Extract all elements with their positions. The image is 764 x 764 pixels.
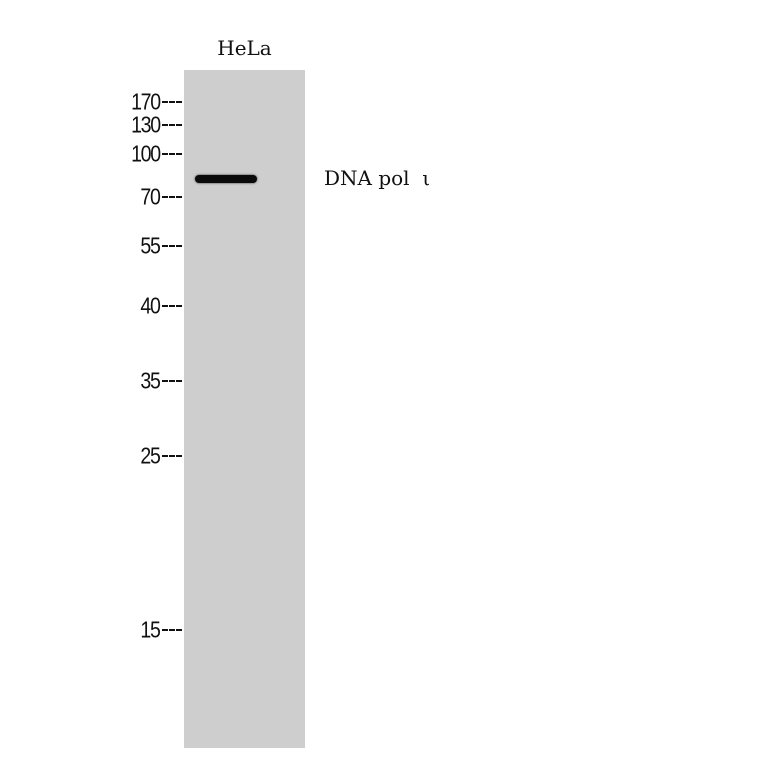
marker-label: 100 <box>131 140 161 167</box>
marker-tick <box>162 629 182 631</box>
marker-label: 130 <box>131 111 161 138</box>
marker-tick <box>162 245 182 247</box>
marker-tick <box>162 101 182 103</box>
blot-lane <box>184 70 305 748</box>
marker-tick <box>162 455 182 457</box>
marker-tick <box>162 196 182 198</box>
marker-label: 35 <box>140 367 161 394</box>
marker-label: 70 <box>140 183 161 210</box>
lane-label-hela: HeLa <box>217 36 272 60</box>
marker-label: 55 <box>140 232 161 259</box>
marker-tick <box>162 153 182 155</box>
marker-label: 15 <box>140 616 161 643</box>
marker-tick <box>162 380 182 382</box>
marker-label: 40 <box>140 292 161 319</box>
marker-tick <box>162 305 182 307</box>
protein-band <box>195 175 257 183</box>
marker-label: 170 <box>131 88 161 115</box>
marker-label: 25 <box>140 442 161 469</box>
marker-tick <box>162 124 182 126</box>
target-protein-label: DNA pol ι <box>324 166 431 190</box>
